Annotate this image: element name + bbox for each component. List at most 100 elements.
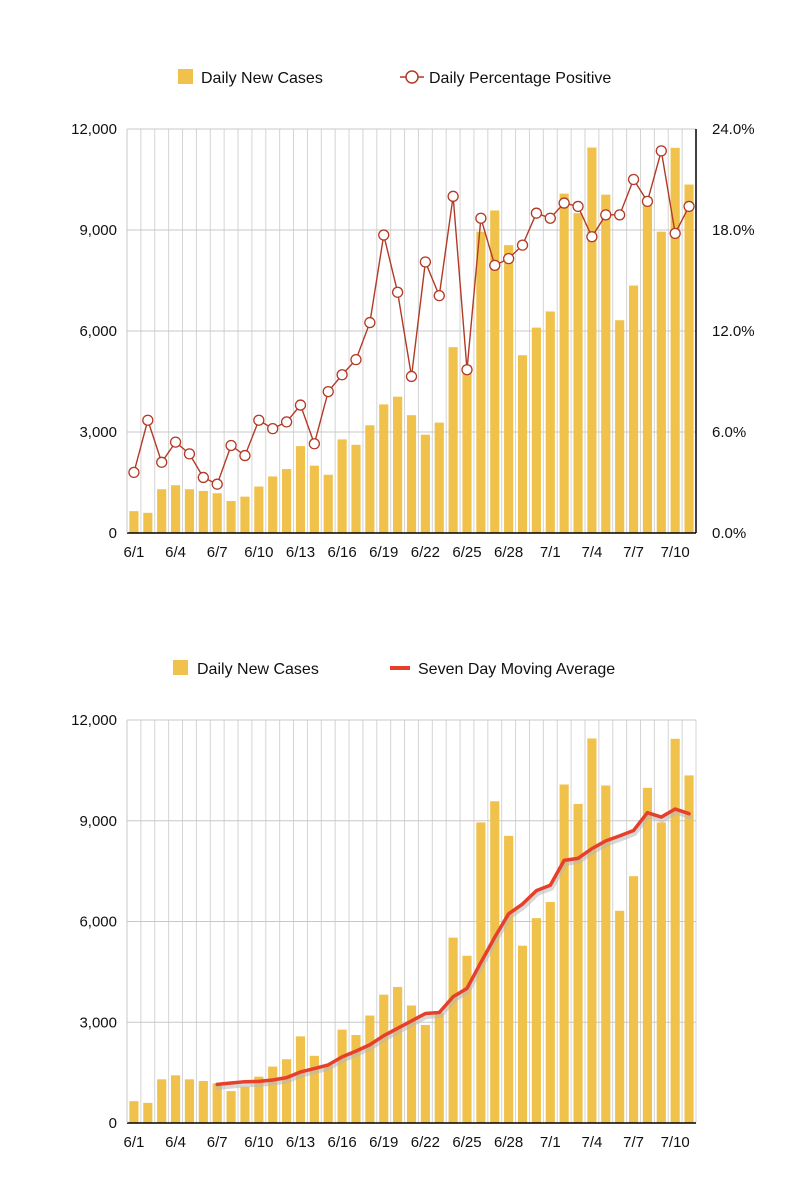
bar-6/3: [157, 1079, 167, 1123]
legend-circle-marker-icon: [405, 70, 419, 84]
percent-marker-7/11: [683, 200, 695, 213]
bar-6/21: [406, 1005, 417, 1123]
bar-6/20: [393, 986, 403, 1123]
percent-marker-7/5: [600, 209, 612, 221]
bar-6/15: [323, 1064, 333, 1123]
bar-6/8: [226, 501, 236, 533]
bar-7/7: [628, 876, 639, 1123]
percent-marker-7/10: [669, 227, 681, 240]
percent-marker-6/1: [128, 466, 140, 479]
moving-average-line: [215, 807, 691, 1087]
bar-6/24: [448, 937, 458, 1123]
c1-xtick-9: 6/28: [494, 544, 523, 561]
legend-label-daily-new-cases: Daily New Cases: [201, 70, 323, 87]
bar-7/3: [573, 803, 583, 1123]
bar-6/29: [517, 355, 528, 533]
percent-marker-6/20: [391, 286, 404, 298]
c1-xtick-4: 6/13: [286, 544, 315, 561]
bar-6/23: [434, 422, 444, 533]
c2-ytick-2: 6,000: [79, 914, 117, 931]
c2-xtick-11: 7/4: [581, 1134, 602, 1151]
chart1-gridlines: [127, 128, 697, 533]
percent-marker-7/6: [614, 209, 626, 221]
chart-daily-cases-moving-average: Daily New Cases Seven Day Moving Average…: [71, 660, 697, 1151]
c1-xtick-7: 6/22: [411, 544, 440, 561]
percent-marker-6/9: [239, 449, 251, 462]
bar-6/1: [129, 1101, 139, 1123]
bar-6/19: [379, 994, 389, 1123]
percent-marker-6/30: [530, 207, 543, 219]
bar-6/17: [351, 1035, 361, 1123]
bar-7/11: [684, 775, 694, 1123]
percent-marker-6/4: [169, 436, 182, 448]
c1-xtick-13: 7/10: [661, 544, 690, 561]
chart1-legend: Daily New Cases Daily Percentage Positiv…: [178, 69, 611, 87]
c2-xtick-4: 6/13: [286, 1134, 315, 1151]
legend-label-daily-percentage-positive: Daily Percentage Positive: [429, 70, 611, 87]
bar-6/29: [517, 945, 528, 1123]
chart2-legend: Daily New Cases Seven Day Moving Average: [173, 660, 615, 678]
bar-7/1: [545, 311, 555, 533]
bar-6/24: [448, 347, 458, 533]
percent-marker-6/26: [475, 212, 487, 224]
c1-xtick-3: 6/10: [244, 544, 273, 561]
c1-xtick-11: 7/4: [581, 544, 602, 561]
bar-6/22: [420, 434, 430, 533]
c1-xtick-1: 6/4: [165, 544, 186, 561]
bar-6/5: [184, 489, 195, 533]
c2-xtick-10: 7/1: [540, 1134, 561, 1151]
bar-7/3: [573, 213, 583, 534]
c1-ytick-3: 9,000: [79, 222, 117, 239]
bar-7/8: [642, 197, 653, 533]
c2-xtick-2: 6/7: [207, 1134, 228, 1151]
c2-xtick-6: 6/19: [369, 1134, 398, 1151]
bar-6/13: [295, 446, 306, 533]
chart1-bars: [129, 147, 694, 534]
bar-7/7: [628, 285, 639, 533]
chart2-bars: [129, 738, 694, 1123]
c1-y2tick-3: 18.0%: [712, 222, 755, 239]
percent-marker-6/12: [280, 416, 293, 428]
c2-xtick-13: 7/10: [661, 1134, 690, 1151]
percent-marker-6/25: [461, 364, 473, 376]
chart2-x-tick-labels: 6/1 6/4 6/7 6/10 6/13 6/16 6/19 6/22 6/2…: [124, 1134, 690, 1151]
bar-6/27: [490, 210, 500, 533]
chart2-moving-average-series: [215, 807, 693, 1090]
bar-6/16: [337, 1029, 347, 1123]
bar-6/8: [226, 1091, 236, 1123]
bar-6/12: [282, 469, 292, 533]
bar-6/28: [504, 245, 514, 533]
bar-7/4: [587, 147, 597, 533]
bar-6/2: [143, 1102, 153, 1123]
chart2-axes: [126, 720, 696, 1124]
bar-6/10: [254, 486, 264, 533]
bar-6/1: [129, 511, 139, 533]
c1-y2tick-1: 6.0%: [712, 424, 746, 441]
bar-7/1: [545, 902, 555, 1123]
bar-6/25: [462, 955, 472, 1123]
percent-marker-7/4: [586, 231, 598, 243]
bar-6/22: [420, 1024, 430, 1123]
c2-xtick-7: 6/22: [411, 1134, 440, 1151]
bar-6/16: [337, 439, 347, 533]
chart1-axes: [126, 129, 697, 534]
c1-xtick-5: 6/16: [328, 544, 357, 561]
c2-ytick-0: 0: [109, 1115, 117, 1132]
percent-marker-6/3: [156, 456, 168, 468]
percent-marker-6/11: [267, 422, 279, 435]
bar-7/6: [615, 910, 625, 1123]
c2-xtick-3: 6/10: [244, 1134, 273, 1151]
bar-7/4: [587, 738, 597, 1123]
legend-label-seven-day-moving-average: Seven Day Moving Average: [418, 661, 615, 678]
percent-marker-7/2: [558, 197, 570, 209]
percent-marker-6/14: [308, 438, 321, 450]
percent-marker-6/29: [516, 239, 529, 251]
c2-ytick-3: 9,000: [79, 813, 117, 830]
c1-ytick-0: 0: [109, 525, 117, 542]
bar-6/15: [323, 474, 333, 533]
c1-xtick-6: 6/19: [369, 544, 398, 561]
percent-marker-6/22: [419, 256, 432, 268]
bar-6/27: [490, 801, 500, 1123]
moving-average-shadow: [215, 809, 693, 1090]
